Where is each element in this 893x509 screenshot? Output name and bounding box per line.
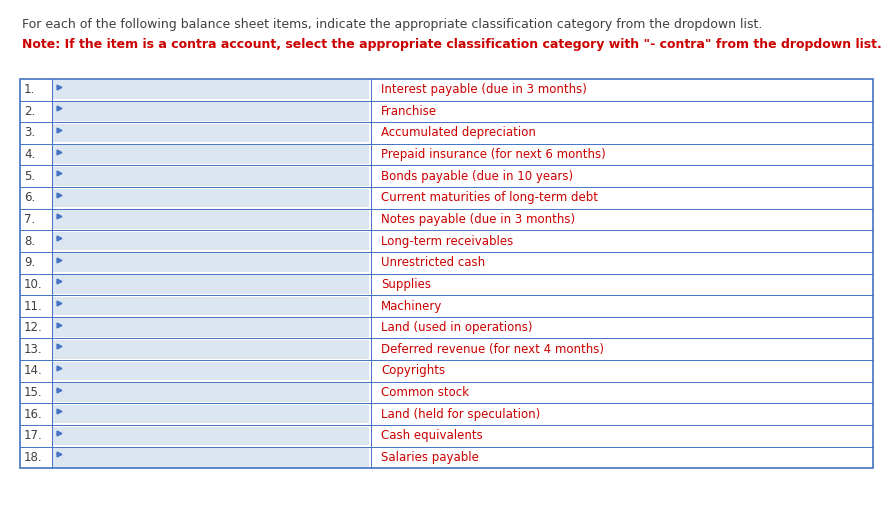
Bar: [52, 189, 369, 207]
Text: Accumulated depreciation: Accumulated depreciation: [381, 126, 536, 139]
Bar: [52, 405, 369, 423]
Bar: [52, 319, 369, 337]
Text: Copyrights: Copyrights: [381, 364, 446, 378]
Bar: [52, 297, 369, 316]
Text: Cash equivalents: Cash equivalents: [381, 429, 483, 442]
Text: 7.: 7.: [24, 213, 36, 226]
Text: Notes payable (due in 3 months): Notes payable (due in 3 months): [381, 213, 575, 226]
Bar: [52, 448, 369, 467]
Bar: [52, 146, 369, 164]
Text: Common stock: Common stock: [381, 386, 470, 399]
Text: Land (held for speculation): Land (held for speculation): [381, 408, 540, 421]
Text: Salaries payable: Salaries payable: [381, 451, 480, 464]
Text: 9.: 9.: [24, 256, 36, 269]
Text: 12.: 12.: [24, 321, 43, 334]
Text: 16.: 16.: [24, 408, 43, 421]
Bar: [52, 427, 369, 445]
Text: 10.: 10.: [24, 278, 43, 291]
Text: Deferred revenue (for next 4 months): Deferred revenue (for next 4 months): [381, 343, 605, 356]
Text: Long-term receivables: Long-term receivables: [381, 235, 513, 248]
Text: 17.: 17.: [24, 429, 43, 442]
Bar: [52, 275, 369, 294]
Text: 8.: 8.: [24, 235, 35, 248]
Text: 6.: 6.: [24, 191, 36, 205]
Text: Franchise: Franchise: [381, 105, 438, 118]
Text: 11.: 11.: [24, 299, 43, 313]
Text: 2.: 2.: [24, 105, 36, 118]
Bar: [52, 383, 369, 402]
Text: Machinery: Machinery: [381, 299, 443, 313]
Bar: [52, 124, 369, 142]
Text: Unrestricted cash: Unrestricted cash: [381, 256, 486, 269]
Bar: [52, 232, 369, 250]
Text: Prepaid insurance (for next 6 months): Prepaid insurance (for next 6 months): [381, 148, 606, 161]
Bar: [52, 361, 369, 380]
Text: Land (used in operations): Land (used in operations): [381, 321, 533, 334]
Text: Interest payable (due in 3 months): Interest payable (due in 3 months): [381, 83, 588, 96]
Bar: [52, 80, 369, 99]
Bar: [52, 210, 369, 229]
Text: Current maturities of long-term debt: Current maturities of long-term debt: [381, 191, 598, 205]
Text: 4.: 4.: [24, 148, 36, 161]
Text: For each of the following balance sheet items, indicate the appropriate classifi: For each of the following balance sheet …: [22, 18, 763, 31]
Bar: [52, 102, 369, 121]
Bar: [20, 79, 873, 468]
Text: 13.: 13.: [24, 343, 43, 356]
Text: Note: If the item is a contra account, select the appropriate classification cat: Note: If the item is a contra account, s…: [22, 38, 882, 51]
Bar: [52, 340, 369, 359]
Text: 15.: 15.: [24, 386, 43, 399]
Text: 5.: 5.: [24, 169, 35, 183]
Text: 3.: 3.: [24, 126, 35, 139]
Text: 18.: 18.: [24, 451, 43, 464]
Text: Bonds payable (due in 10 years): Bonds payable (due in 10 years): [381, 169, 573, 183]
Text: 1.: 1.: [24, 83, 36, 96]
Bar: [52, 167, 369, 186]
Text: Supplies: Supplies: [381, 278, 431, 291]
Text: 14.: 14.: [24, 364, 43, 378]
Bar: [52, 253, 369, 272]
